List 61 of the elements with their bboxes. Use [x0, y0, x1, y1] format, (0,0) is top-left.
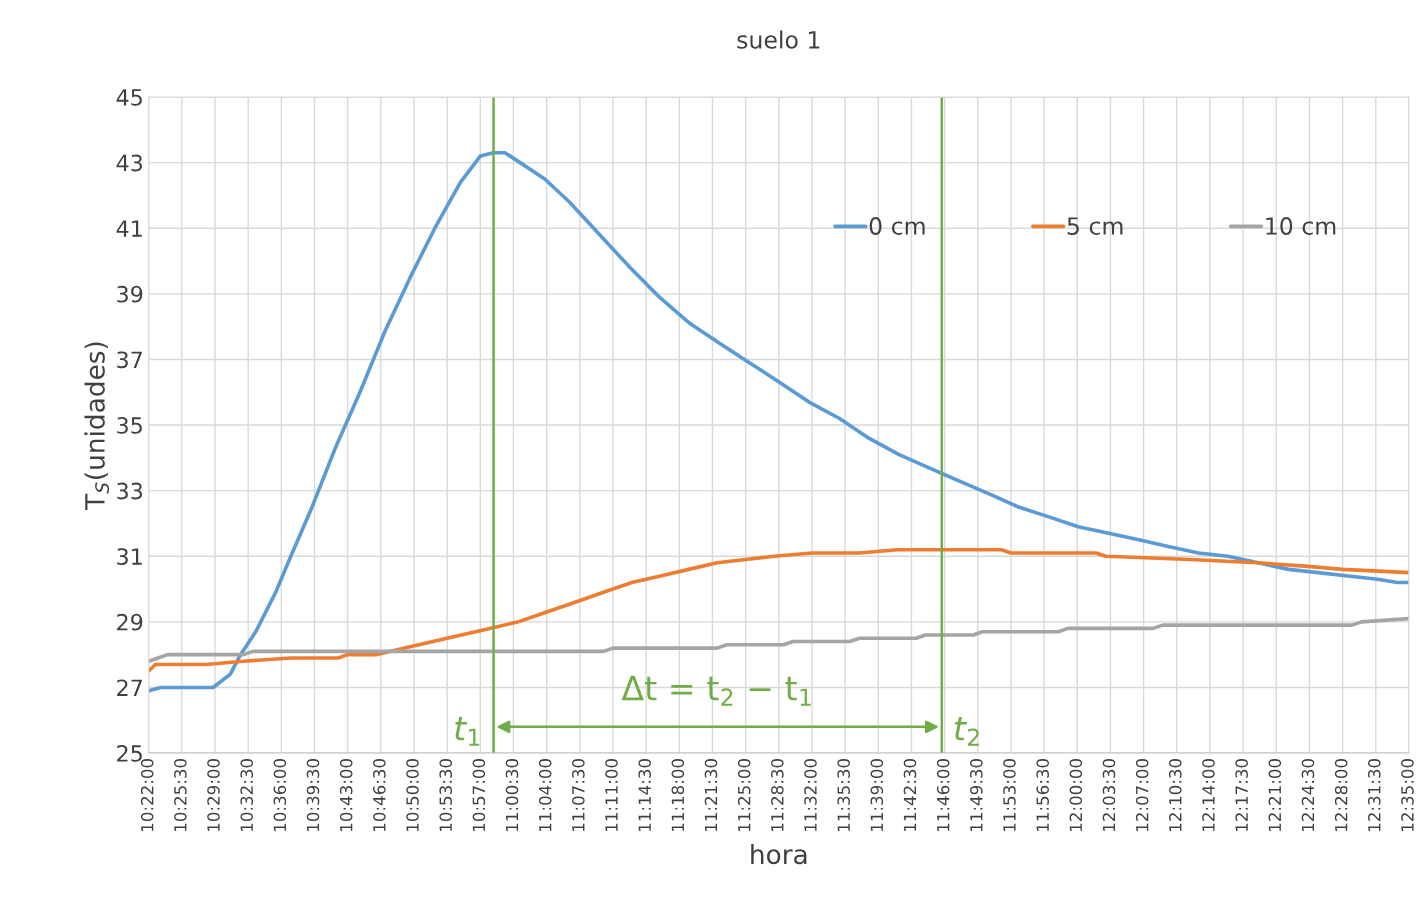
y-tick-label: 39 [117, 285, 143, 303]
x-tick-label: 10:57:00 [472, 759, 486, 831]
x-tick-label: 11:46:00 [936, 759, 950, 831]
x-tick-label: 11:07:30 [572, 759, 585, 831]
y-axis-title: T$_{S}$(unidades) [84, 342, 110, 511]
x-tick-label: 11:53:00 [1003, 759, 1016, 831]
x-tick-label: 11:28:30 [771, 759, 784, 831]
x-tick-label: 11:04:00 [538, 759, 552, 831]
x-tick-label: 12:21:00 [1268, 759, 1282, 831]
x-tick-label: 11:18:00 [671, 759, 685, 831]
x-tick-label: 10:36:00 [273, 759, 287, 831]
y-tick-label: 43 [116, 154, 143, 172]
ref-line-label: t$_{1}$ [455, 716, 480, 746]
x-tick-label: 12:03:30 [1102, 759, 1116, 831]
x-tick-label: 12:00:00 [1069, 759, 1083, 831]
y-tick-label: 25 [117, 745, 142, 762]
y-tick-label: 41 [116, 220, 142, 237]
x-tick-label: 11:00:30 [505, 759, 519, 831]
x-tick-label: 10:25:30 [174, 759, 187, 831]
x-tick-label: 11:35:30 [837, 759, 850, 831]
x-tick-label: 11:42:30 [903, 759, 917, 831]
y-tick-label: 31 [117, 548, 142, 566]
x-tick-label: 12:24:30 [1301, 759, 1315, 831]
chart-title: suelo 1 [737, 30, 820, 49]
line-series [148, 547, 1409, 673]
annotation: Δt = t$_{2}$ − t$_{1}$ [621, 675, 811, 706]
x-tick-label: 10:32:30 [240, 759, 254, 831]
legend-label: 10 cm [1266, 217, 1336, 235]
x-tick-label: 10:39:30 [306, 759, 320, 831]
x-tick-label: 10:46:30 [373, 759, 386, 831]
y-tick-label: 35 [117, 416, 142, 434]
y-tick-label: 27 [117, 679, 142, 696]
x-tick-label: 12:35:00 [1401, 759, 1414, 831]
x-tick-label: 12:14:00 [1202, 759, 1215, 831]
x-axis-title: hora [751, 843, 807, 865]
x-tick-label: 10:43:00 [339, 759, 353, 831]
x-tick-label: 10:50:00 [406, 759, 419, 831]
x-tick-label: 11:11:00 [605, 759, 618, 831]
ref-line-label: t$_{2}$ [955, 716, 979, 746]
x-tick-label: 11:32:00 [804, 759, 817, 831]
x-tick-label: 12:31:30 [1368, 759, 1381, 831]
x-tick-label: 10:53:30 [439, 759, 452, 831]
y-tick-label: 33 [117, 482, 143, 500]
x-tick-label: 12:28:00 [1334, 759, 1348, 831]
x-tick-label: 11:14:30 [638, 759, 651, 831]
x-tick-label: 11:21:30 [704, 759, 718, 831]
x-tick-label: 11:56:30 [1036, 759, 1049, 831]
x-tick-label: 11:49:30 [970, 759, 983, 831]
x-tick-label: 11:39:00 [870, 759, 884, 831]
legend-label: 5 cm [1067, 217, 1123, 235]
y-tick-label: 45 [116, 89, 142, 106]
x-tick-label: 10:22:00 [140, 759, 154, 831]
y-tick-label: 37 [117, 351, 142, 369]
x-tick-label: 10:29:00 [207, 759, 220, 831]
x-tick-label: 12:07:00 [1135, 759, 1149, 831]
x-tick-label: 12:17:30 [1235, 759, 1248, 831]
x-tick-label: 12:10:30 [1169, 759, 1182, 831]
x-tick-label: 11:25:00 [737, 759, 751, 831]
legend-label: 0 cm [869, 217, 925, 235]
line-series [148, 616, 1409, 664]
y-tick-label: 29 [117, 613, 143, 631]
